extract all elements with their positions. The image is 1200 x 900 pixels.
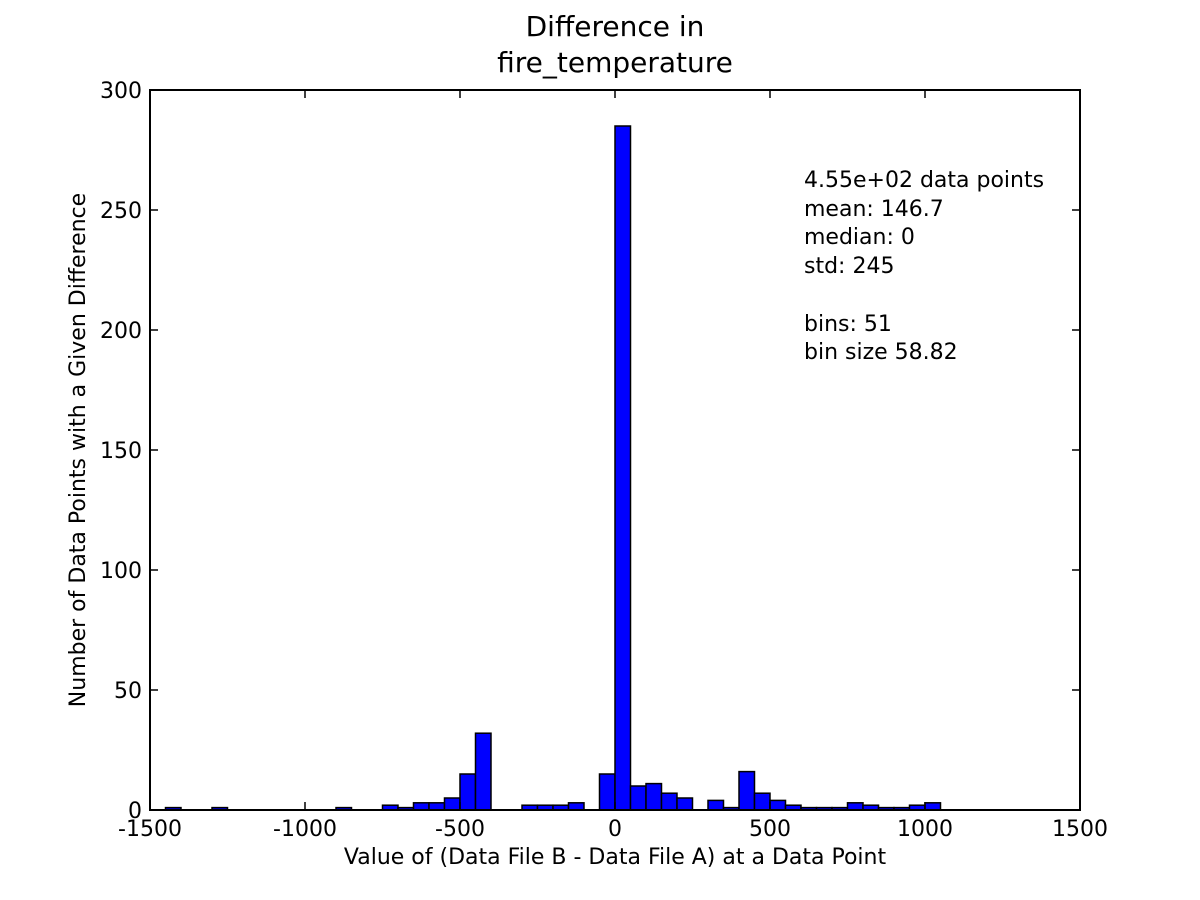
y-tick-label: 250 [100, 199, 142, 224]
histogram-bar-23 [753, 792, 771, 811]
chart-title-line-2: fire_temperature [497, 46, 733, 79]
y-tick-label: 0 [128, 799, 142, 824]
histogram-bar-29 [846, 802, 864, 811]
y-tick-label: 100 [100, 559, 142, 584]
stats-std: std: 245 [804, 254, 894, 279]
y-tick-label: 50 [114, 679, 142, 704]
histogram-bar-14 [598, 773, 616, 811]
stats-mean: mean: 146.7 [804, 197, 944, 222]
histogram-bar-18 [660, 792, 678, 811]
histogram-bar-34 [924, 802, 942, 811]
stats-data-points: 4.55e+02 data points [804, 168, 1044, 193]
histogram-bar-16 [629, 785, 647, 811]
stats-bins: bins: 51 [804, 312, 892, 337]
x-tick-label: -1000 [273, 817, 337, 842]
histogram-bars [164, 125, 942, 811]
axis-ticks: -1500 -1000 -500 0 500 1000 1500 0 50 100 150 200 25… [100, 79, 1108, 842]
histogram-bar-24 [769, 799, 787, 811]
y-tick-label: 200 [100, 319, 142, 344]
y-tick-label: 150 [100, 439, 142, 464]
histogram-bar-7 [443, 797, 461, 811]
stats-annotation: 4.55e+02 data points mean: 146.7 median:… [804, 168, 1044, 365]
y-tick-label: 300 [100, 79, 142, 104]
x-tick-label: 0 [608, 817, 622, 842]
x-tick-label: 500 [749, 817, 791, 842]
x-tick-label: -1500 [118, 817, 182, 842]
histogram-bar-19 [676, 797, 694, 811]
histogram-bar-9 [474, 732, 492, 811]
histogram-bar-6 [428, 802, 446, 811]
histogram-bar-5 [412, 802, 430, 811]
x-tick-label: -500 [435, 817, 485, 842]
x-tick-label: 1000 [897, 817, 953, 842]
x-axis-label: Value of (Data File B - Data File A) at … [344, 845, 887, 870]
histogram-bar-17 [645, 782, 663, 811]
x-tick-label: 1500 [1052, 817, 1108, 842]
plot-frame [149, 89, 1081, 811]
histogram-bar-20 [707, 799, 725, 811]
histogram-bar-13 [567, 802, 585, 811]
chart-title-line-1: Difference in [526, 10, 705, 43]
y-axis-label: Number of Data Points with a Given Diffe… [66, 193, 91, 707]
histogram-bar-8 [459, 773, 477, 811]
stats-median: median: 0 [804, 225, 915, 250]
histogram-bar-22 [738, 770, 756, 811]
histogram-bar-15 [614, 125, 632, 811]
stats-bin-size: bin size 58.82 [804, 340, 958, 365]
